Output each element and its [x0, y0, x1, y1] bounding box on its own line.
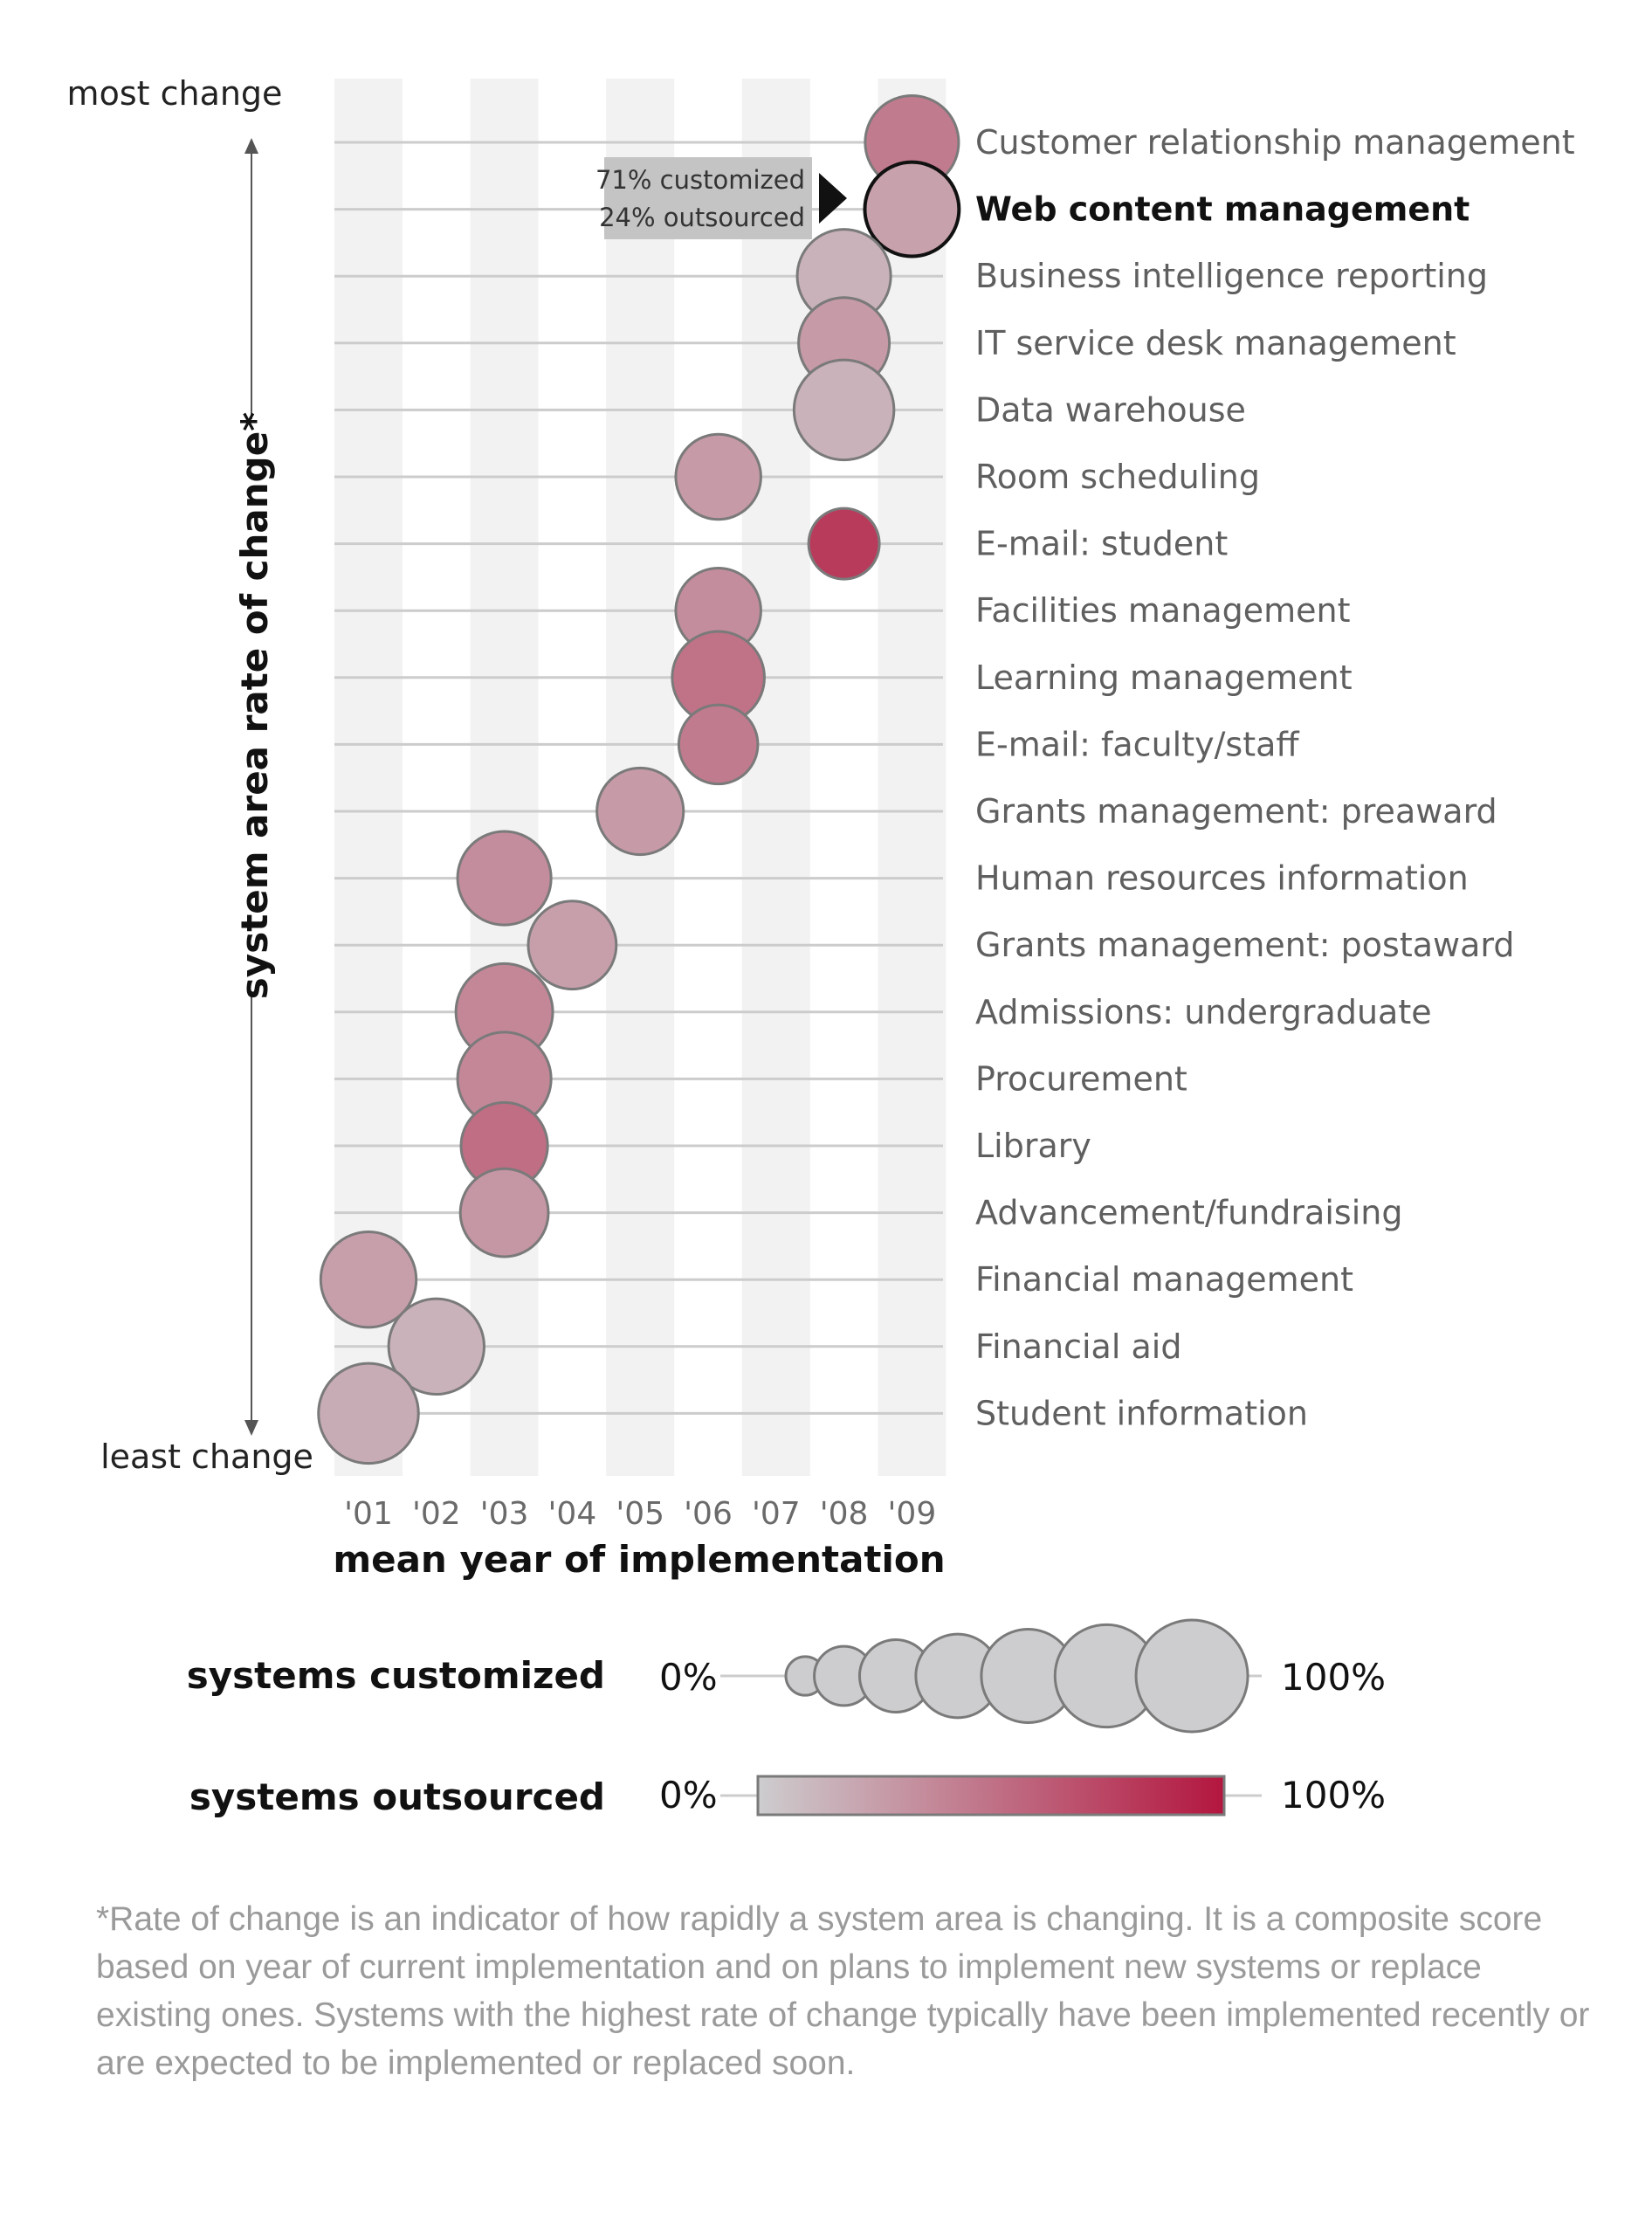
bubble-financial-aid	[387, 1297, 485, 1396]
year-bands	[334, 79, 946, 1476]
legend-size-bubble	[1134, 1618, 1249, 1734]
bubble-data-warehouse	[792, 358, 896, 462]
system-label: Web content management	[975, 190, 1470, 229]
legend-size-min: 0%	[659, 1656, 718, 1699]
system-label: Business intelligence reporting	[975, 257, 1488, 295]
y-axis-arrow-up-icon	[244, 138, 258, 154]
system-label: IT service desk management	[975, 324, 1456, 362]
bubble-e-mail-student	[807, 507, 881, 581]
y-bottom-label: least change	[100, 1437, 313, 1476]
system-label: Facilities management	[975, 591, 1351, 630]
system-label: Human resources information	[975, 859, 1469, 898]
system-label: Procurement	[975, 1059, 1187, 1098]
legend-color-max: 100%	[1281, 1774, 1386, 1817]
callout-pointer-icon	[819, 173, 847, 224]
system-label: Student information	[975, 1394, 1308, 1432]
x-tick-label: '01	[344, 1496, 393, 1532]
x-tick-label: '08	[820, 1496, 869, 1532]
system-label: Room scheduling	[975, 458, 1260, 496]
x-tick-label: '04	[548, 1496, 597, 1532]
legend-color-title: systems outsourced	[189, 1775, 605, 1818]
x-tick-label: '03	[480, 1496, 529, 1532]
bubble-grants-management-postaward	[527, 900, 618, 991]
x-tick-label: '02	[412, 1496, 461, 1532]
system-label: Grants management: preaward	[975, 792, 1497, 831]
bubbles	[317, 93, 961, 1465]
system-label: Library	[975, 1127, 1091, 1165]
system-label: E-mail: faculty/staff	[975, 725, 1299, 763]
x-tick-label: '06	[684, 1496, 733, 1532]
y-axis-arrow-down-icon	[244, 1420, 258, 1436]
highlight-callout: 71% customized 24% outsourced	[595, 157, 847, 239]
system-label: Learning management	[975, 658, 1353, 697]
system-labels: Customer relationship management Web cont…	[975, 123, 1575, 1432]
year-band-03	[470, 79, 539, 1476]
bubble-financial-management	[319, 1231, 418, 1329]
x-tick-label: '09	[888, 1496, 937, 1532]
bubble-grants-management-preaward	[595, 766, 685, 857]
y-top-label: most change	[67, 74, 283, 113]
callout-customized: 71% customized	[595, 165, 805, 195]
system-label: Grants management: postaward	[975, 926, 1514, 964]
legend-size-title: systems customized	[187, 1654, 605, 1697]
system-label: E-mail: student	[975, 525, 1228, 563]
legend-size-bubbles	[784, 1618, 1249, 1734]
legend-color: systems outsourced 0% 100%	[189, 1774, 1386, 1818]
bubble-web-content-management	[863, 160, 961, 259]
system-label: Data warehouse	[975, 390, 1246, 429]
bubble-chart: Customer relationship management Web cont…	[67, 74, 1575, 1818]
year-band-07	[741, 79, 810, 1476]
system-label: Advancement/fundraising	[975, 1194, 1402, 1232]
bubble-room-scheduling	[674, 432, 762, 521]
x-tick-label: '05	[616, 1496, 664, 1532]
footnote: *Rate of change is an indicator of how r…	[96, 1900, 1590, 2082]
legend-color-gradient-bar	[756, 1775, 1226, 1817]
x-tick-label: '07	[752, 1496, 801, 1532]
legend-size-max: 100%	[1281, 1656, 1386, 1699]
system-label: Customer relationship management	[975, 123, 1575, 162]
legend-color-min: 0%	[659, 1774, 718, 1817]
callout-box	[604, 157, 812, 239]
system-label: Admissions: undergraduate	[975, 993, 1432, 1031]
legend-size: systems customized 0% 100%	[187, 1618, 1386, 1734]
bubble-student-information	[317, 1362, 420, 1465]
system-label: Financial aid	[975, 1327, 1181, 1366]
x-axis-title: mean year of implementation	[333, 1538, 945, 1581]
x-tick-labels: '01 '02 '03 '04 '05 '06 '07 '08 '09	[344, 1496, 936, 1532]
bubble-human-resources-information	[456, 830, 553, 927]
callout-outsourced: 24% outsourced	[599, 203, 805, 232]
year-band-09	[878, 79, 946, 1476]
y-axis-title: system area rate of change*	[233, 412, 276, 999]
bubble-advancement-fundraising	[458, 1167, 550, 1258]
bubble-e-mail-faculty-staff	[677, 703, 760, 786]
system-label: Financial management	[975, 1260, 1353, 1299]
